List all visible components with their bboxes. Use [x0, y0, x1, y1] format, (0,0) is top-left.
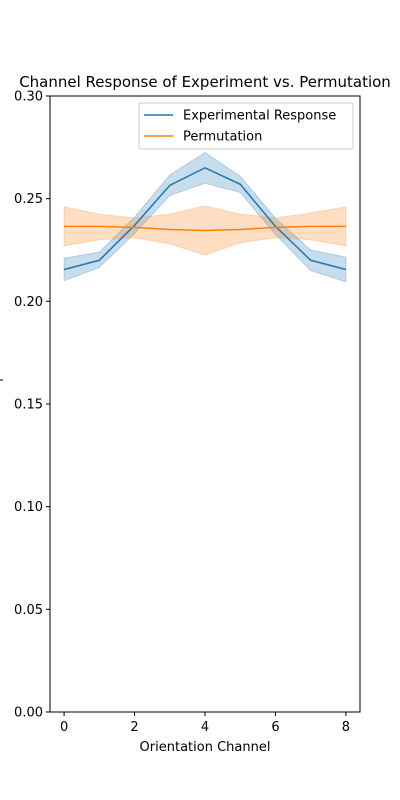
- y-tick-label: 0.00: [14, 706, 43, 721]
- y-tick-label: 0.20: [14, 295, 43, 310]
- x-tick-label: 6: [271, 720, 279, 735]
- chart-title: Channel Response of Experiment vs. Permu…: [19, 73, 391, 91]
- x-tick-label: 2: [130, 720, 138, 735]
- legend: Experimental Response Permutation: [138, 102, 354, 150]
- legend-label-1: Permutation: [183, 130, 262, 145]
- x-tick-label: 4: [201, 720, 209, 735]
- x-tick-label: 0: [60, 720, 68, 735]
- confidence-band-0: [63, 151, 347, 283]
- y-tick-label: 0.15: [14, 398, 43, 413]
- legend-box: [138, 102, 354, 150]
- series-lines: [63, 167, 347, 271]
- y-axis-ticks: 0.00 0.05 0.10 0.15 0.20 0.25 0.30: [14, 90, 50, 721]
- plot-frame: [49, 95, 361, 713]
- x-tick-label: 8: [342, 720, 350, 735]
- y-tick-label: 0.05: [14, 603, 43, 618]
- confidence-bands: [63, 151, 347, 283]
- x-axis-label: Orientation Channel: [140, 740, 271, 755]
- y-tick-label: 0.25: [14, 192, 43, 207]
- y-tick-label: 0.10: [14, 500, 43, 515]
- x-axis-ticks: 0 2 4 6 8: [60, 712, 350, 735]
- y-tick-label: 0.30: [14, 90, 43, 105]
- legend-label-0: Experimental Response: [183, 109, 336, 124]
